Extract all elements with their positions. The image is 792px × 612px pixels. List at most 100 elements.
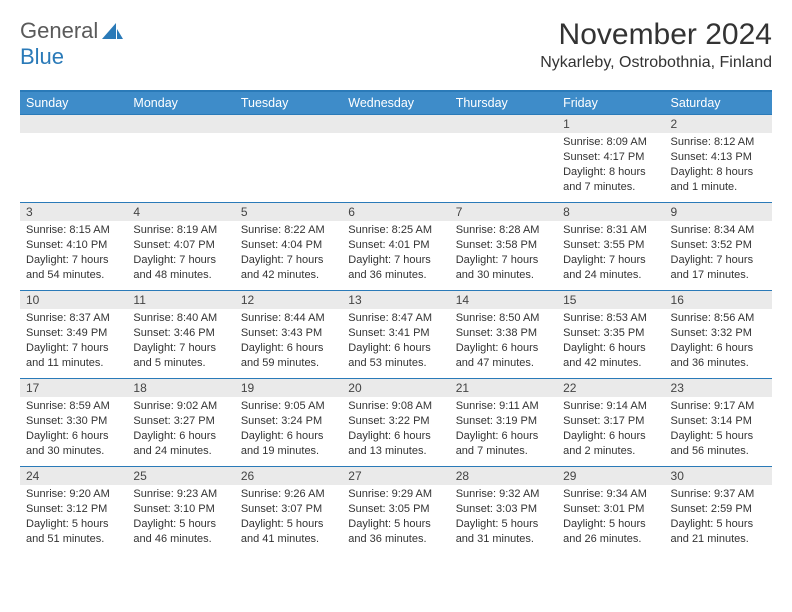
sunset-line: Sunset: 3:55 PM: [563, 238, 658, 253]
day-number: 14: [450, 291, 557, 309]
day-number: 9: [665, 203, 772, 221]
daylight-line: Daylight: 6 hours and 53 minutes.: [348, 341, 443, 371]
day-cell: 14Sunrise: 8:50 AMSunset: 3:38 PMDayligh…: [450, 291, 557, 379]
sunrise-line: Sunrise: 8:12 AM: [671, 135, 766, 150]
day-body: Sunrise: 8:59 AMSunset: 3:30 PMDaylight:…: [20, 397, 127, 462]
day-body: [235, 133, 342, 139]
week-row: 24 Sunrise: 9:20 AMSunset: 3:12 PM Dayligh…: [20, 467, 772, 555]
day-body: Sunrise: 8:12 AMSunset: 4:13 PMDaylight:…: [665, 133, 772, 198]
day-cell: 20Sunrise: 9:08 AMSunset: 3:22 PMDayligh…: [342, 379, 449, 467]
daylight-line: Daylight: 6 hours and 30 minutes.: [26, 429, 121, 459]
day-body: Sunrise: 8:40 AMSunset: 3:46 PMDaylight:…: [127, 309, 234, 374]
sunrise-line: Sunrise: 9:29 AM: [348, 487, 443, 502]
day-cell: [20, 115, 127, 203]
sunrise-line: Sunrise: 8:53 AM: [563, 311, 658, 326]
col-sunday: Sunday: [20, 92, 127, 115]
day-number: 5: [235, 203, 342, 221]
daylight-line: Daylight: 7 hours and 24 minutes.: [563, 253, 658, 283]
day-cell: 21Sunrise: 9:11 AMSunset: 3:19 PMDayligh…: [450, 379, 557, 467]
sunset-line: Sunset: 3:03 PM: [456, 502, 551, 517]
day-number: 19: [235, 379, 342, 397]
day-body: Sunrise: 8:50 AMSunset: 3:38 PMDaylight:…: [450, 309, 557, 374]
daylight-line: Daylight: 5 hours and 21 minutes.: [671, 517, 766, 547]
day-cell: 11Sunrise: 8:40 AMSunset: 3:46 PMDayligh…: [127, 291, 234, 379]
sunrise-line: Sunrise: 9:17 AM: [671, 399, 766, 414]
daylight-line: Daylight: 5 hours and 41 minutes.: [241, 517, 336, 547]
daylight-line: Daylight: 5 hours and 26 minutes.: [563, 517, 658, 547]
day-cell: 13Sunrise: 8:47 AMSunset: 3:41 PMDayligh…: [342, 291, 449, 379]
day-body: Sunrise: 8:31 AMSunset: 3:55 PMDaylight:…: [557, 221, 664, 286]
day-cell: 4Sunrise: 8:19 AMSunset: 4:07 PMDaylight…: [127, 203, 234, 291]
sunset-line: Sunset: 4:10 PM: [26, 238, 121, 253]
day-body: Sunrise: 8:53 AMSunset: 3:35 PMDaylight:…: [557, 309, 664, 374]
sunset-line: Sunset: 3:17 PM: [563, 414, 658, 429]
daylight-line: Daylight: 6 hours and 13 minutes.: [348, 429, 443, 459]
sunrise-line: Sunrise: 8:37 AM: [26, 311, 121, 326]
day-cell: 2Sunrise: 8:12 AMSunset: 4:13 PMDaylight…: [665, 115, 772, 203]
day-number: 17: [20, 379, 127, 397]
sunset-line: Sunset: 3:12 PM: [26, 502, 121, 517]
sunrise-line: Sunrise: 9:20 AM: [26, 487, 121, 502]
title-block: November 2024 Nykarleby, Ostrobothnia, F…: [540, 18, 772, 76]
day-number: 4: [127, 203, 234, 221]
sunset-line: Sunset: 3:22 PM: [348, 414, 443, 429]
day-body: Sunrise: 9:26 AMSunset: 3:07 PMDaylight:…: [235, 485, 342, 550]
sunset-line: Sunset: 3:46 PM: [133, 326, 228, 341]
day-number: 7: [450, 203, 557, 221]
day-body: Sunrise: 9:11 AMSunset: 3:19 PMDaylight:…: [450, 397, 557, 462]
day-body: Sunrise: 9:23 AMSunset: 3:10 PMDaylight:…: [127, 485, 234, 550]
sunrise-line: Sunrise: 9:11 AM: [456, 399, 551, 414]
sunset-line: Sunset: 4:07 PM: [133, 238, 228, 253]
sunrise-line: Sunrise: 8:34 AM: [671, 223, 766, 238]
sunrise-line: Sunrise: 9:05 AM: [241, 399, 336, 414]
day-cell: [235, 115, 342, 203]
day-cell: 7Sunrise: 8:28 AMSunset: 3:58 PMDaylight…: [450, 203, 557, 291]
sunset-line: Sunset: 3:19 PM: [456, 414, 551, 429]
day-cell: 3Sunrise: 8:15 AMSunset: 4:10 PMDaylight…: [20, 203, 127, 291]
day-cell: 6Sunrise: 8:25 AMSunset: 4:01 PMDaylight…: [342, 203, 449, 291]
sunrise-line: Sunrise: 8:56 AM: [671, 311, 766, 326]
week-row: 1Sunrise: 8:09 AMSunset: 4:17 PMDaylight…: [20, 115, 772, 203]
day-body: Sunrise: 9:37 AMSunset: 2:59 PMDaylight:…: [665, 485, 772, 550]
day-cell: 15Sunrise: 8:53 AMSunset: 3:35 PMDayligh…: [557, 291, 664, 379]
day-number: 22: [557, 379, 664, 397]
day-body: [20, 133, 127, 139]
day-body: Sunrise: 9:14 AMSunset: 3:17 PMDaylight:…: [557, 397, 664, 462]
day-number: [235, 115, 342, 133]
day-number: 1: [557, 115, 664, 133]
day-number: 30: [665, 467, 772, 485]
sunrise-line: Sunrise: 8:15 AM: [26, 223, 121, 238]
day-number: [342, 115, 449, 133]
day-number: 24: [20, 467, 127, 485]
day-body: [127, 133, 234, 139]
sunrise-line: Sunrise: 9:02 AM: [133, 399, 228, 414]
sunrise-line: Sunrise: 9:14 AM: [563, 399, 658, 414]
daylight-line: Daylight: 5 hours and 46 minutes.: [133, 517, 228, 547]
day-number: 18: [127, 379, 234, 397]
daylight-line: Daylight: 6 hours and 19 minutes.: [241, 429, 336, 459]
sail-icon: [102, 22, 124, 40]
day-cell: 22Sunrise: 9:14 AMSunset: 3:17 PMDayligh…: [557, 379, 664, 467]
day-cell: 27Sunrise: 9:29 AMSunset: 3:05 PMDayligh…: [342, 467, 449, 555]
sunset-line: Sunset: 3:27 PM: [133, 414, 228, 429]
day-body: Sunrise: 8:25 AMSunset: 4:01 PMDaylight:…: [342, 221, 449, 286]
sunrise-line: Sunrise: 8:44 AM: [241, 311, 336, 326]
daylight-line: Daylight: 8 hours and 1 minute.: [671, 165, 766, 195]
col-tuesday: Tuesday: [235, 92, 342, 115]
day-cell: 9Sunrise: 8:34 AMSunset: 3:52 PMDaylight…: [665, 203, 772, 291]
daylight-line: Daylight: 6 hours and 36 minutes.: [671, 341, 766, 371]
sunrise-line: Sunrise: 8:25 AM: [348, 223, 443, 238]
daylight-line: Daylight: 7 hours and 5 minutes.: [133, 341, 228, 371]
sunrise-line: Sunrise: 8:09 AM: [563, 135, 658, 150]
daylight-line: Daylight: 7 hours and 11 minutes.: [26, 341, 121, 371]
day-number: 21: [450, 379, 557, 397]
daylight-line: Daylight: 7 hours and 54 minutes.: [26, 253, 121, 283]
col-monday: Monday: [127, 92, 234, 115]
day-body: Sunrise: 8:44 AMSunset: 3:43 PMDaylight:…: [235, 309, 342, 374]
day-number: 6: [342, 203, 449, 221]
sunset-line: Sunset: 3:01 PM: [563, 502, 658, 517]
day-body: [342, 133, 449, 139]
daylight-line: Daylight: 5 hours and 31 minutes.: [456, 517, 551, 547]
week-row: 17Sunrise: 8:59 AMSunset: 3:30 PMDayligh…: [20, 379, 772, 467]
calendar-body: 1Sunrise: 8:09 AMSunset: 4:17 PMDaylight…: [20, 115, 772, 555]
